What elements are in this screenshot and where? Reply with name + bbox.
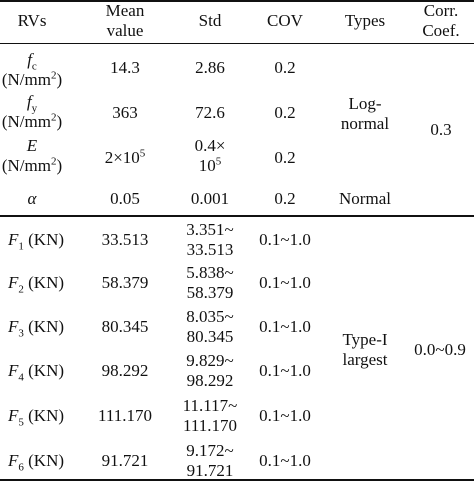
rv-fy: fy (N/mm2) [1,92,63,131]
mean-fy: 363 [112,103,138,122]
cov-f1: 0.1~1.0 [259,230,311,249]
std-f4: 9.829~ 98.292 [186,351,234,390]
section-rule [0,215,474,217]
std-f2: 5.838~ 58.379 [186,263,234,302]
std-f5: 11.117~ 111.170 [182,396,238,435]
mean-alpha: 0.05 [110,189,140,208]
header-corr: Corr. Coef. [408,1,474,41]
rv-fc: fc (N/mm2) [1,50,63,89]
corr-material: 0.3 [430,120,452,139]
type-lognormal: Log- normal [340,94,390,133]
header-rule [0,43,474,44]
header-mean-line1: Mean [105,1,145,20]
mean-fc: 14.3 [110,58,140,77]
cov-fc: 0.2 [274,58,296,77]
rv-f4: F4 (KN) [7,361,65,384]
mean-f3: 80.345 [101,317,149,336]
bottom-rule [0,479,474,481]
cov-alpha: 0.2 [274,189,296,208]
type-normal: Normal [339,189,391,208]
cov-f4: 0.1~1.0 [259,361,311,380]
mean-f6: 91.721 [101,451,149,470]
top-rule [0,0,474,2]
std-alpha: 0.001 [190,189,230,208]
header-rvs: RVs [17,11,47,30]
header-mean: Mean value [80,1,170,41]
header-cov: COV [267,11,303,30]
rv-f5: F5 (KN) [7,406,65,429]
header-corr-line1: Corr. [423,1,459,20]
std-e: 0.4× 105 [194,136,226,175]
std-fy: 72.6 [195,103,225,122]
rv-f2: F2 (KN) [7,273,65,296]
mean-f4: 98.292 [101,361,149,380]
type-type-i-largest: Type-I largest [342,330,388,369]
mean-e: 2×105 [104,147,146,167]
cov-e: 0.2 [274,148,296,167]
rv-f3: F3 (KN) [7,317,65,340]
rv-e: E (N/mm2) [1,136,63,175]
rv-alpha: α [27,189,37,208]
cov-f5: 0.1~1.0 [259,406,311,425]
header-types: Types [344,11,386,30]
cov-f3: 0.1~1.0 [259,317,311,336]
header-std: Std [198,11,222,30]
cov-f6: 0.1~1.0 [259,451,311,470]
std-f1: 3.351~ 33.513 [186,220,234,259]
mean-f2: 58.379 [101,273,149,292]
corr-loads: 0.0~0.9 [414,340,466,359]
header-mean-line2: value [106,21,144,40]
rv-f6: F6 (KN) [7,451,65,474]
cov-fy: 0.2 [274,103,296,122]
std-f6: 9.172~ 91.721 [186,441,234,480]
std-fc: 2.86 [195,58,225,77]
cov-f2: 0.1~1.0 [259,273,311,292]
rv-f1: F1 (KN) [7,230,65,253]
std-f3: 8.035~ 80.345 [186,307,234,346]
mean-f1: 33.513 [101,230,149,249]
header-corr-line2: Coef. [422,21,460,40]
mean-f5: 111.170 [98,406,152,425]
